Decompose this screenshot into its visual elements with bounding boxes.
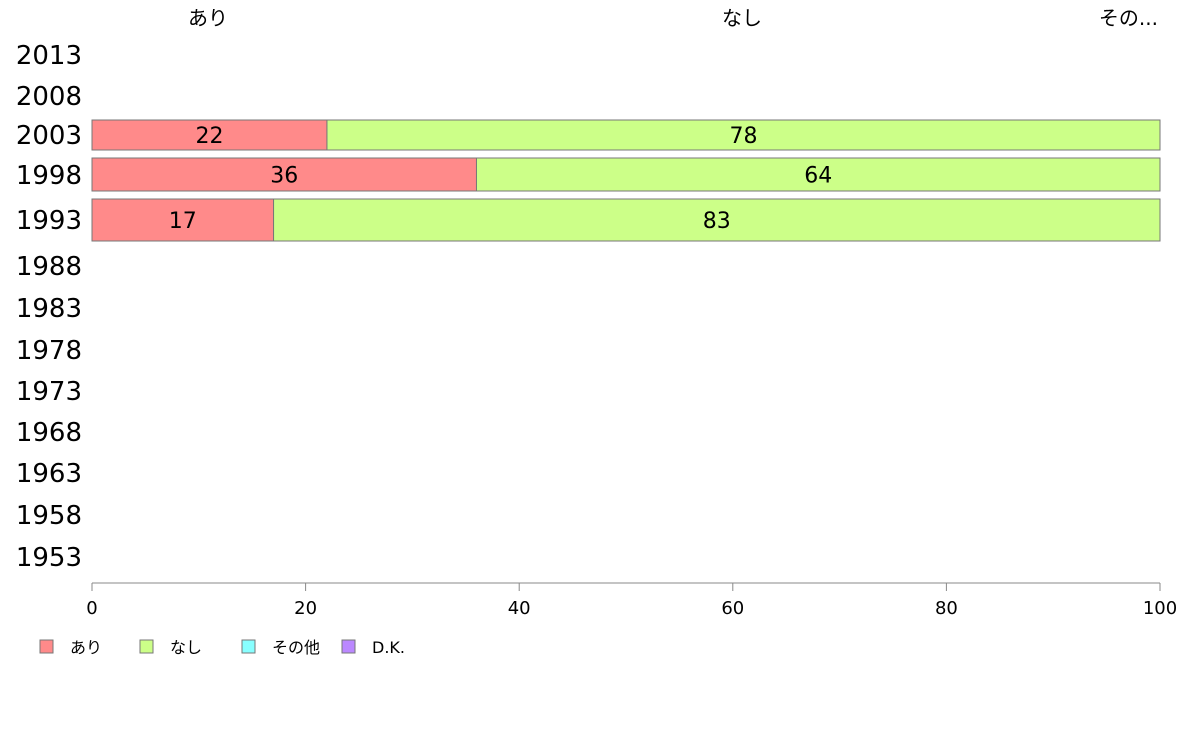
legend-label: D.K. [372, 638, 405, 657]
legend-swatch [241, 639, 256, 654]
year-labels: 2013 2008 2003 1998 1993 1988 1983 1978 1973 1968… [16, 41, 82, 573]
top-label: なし [722, 6, 762, 30]
x-tick-label: 0 [86, 598, 97, 619]
year-label: 1988 [16, 252, 82, 282]
data-label: 22 [195, 124, 223, 149]
year-label: 1963 [16, 459, 82, 489]
x-tick-label: 20 [294, 598, 317, 619]
bar-segment [326, 119, 1161, 151]
top-labels: あり なし その... [188, 6, 1158, 30]
data-label: 17 [169, 209, 197, 234]
bar-segment [91, 157, 477, 192]
bars: 22 78 36 64 17 83 [91, 119, 1161, 242]
x-tick-label: 80 [935, 598, 958, 619]
x-tick-label: 60 [721, 598, 744, 619]
bar-segment [273, 198, 1161, 242]
year-label: 2008 [16, 82, 82, 112]
legend-label: なし [170, 638, 202, 657]
year-label: 1978 [16, 336, 82, 366]
bar-segment [91, 119, 328, 151]
x-tick-label: 40 [508, 598, 531, 619]
data-label: 78 [729, 124, 757, 149]
top-label: その... [1099, 6, 1158, 30]
year-label: 1983 [16, 294, 82, 324]
top-label: あり [188, 6, 228, 30]
year-label: 1973 [16, 377, 82, 407]
year-label: 1968 [16, 418, 82, 448]
year-label: 2013 [16, 41, 82, 71]
legend-swatch [39, 639, 54, 654]
legend: あり なし その他 D.K. [39, 638, 405, 657]
legend-swatch [139, 639, 154, 654]
year-label: 2003 [16, 121, 82, 151]
data-label: 64 [804, 164, 832, 189]
legend-label: その他 [272, 638, 320, 657]
data-label: 36 [270, 164, 298, 189]
data-label: 83 [703, 209, 731, 234]
x-tick-label: 100 [1143, 598, 1177, 619]
year-label: 1953 [16, 543, 82, 573]
year-label: 1958 [16, 501, 82, 531]
year-label: 1998 [16, 161, 82, 191]
x-axis: 0 20 40 60 80 100 [86, 582, 1177, 619]
legend-swatch [341, 639, 356, 654]
year-label: 1993 [16, 206, 82, 236]
bar-segment [91, 198, 275, 242]
bar-segment [475, 157, 1161, 192]
legend-label: あり [70, 638, 102, 657]
